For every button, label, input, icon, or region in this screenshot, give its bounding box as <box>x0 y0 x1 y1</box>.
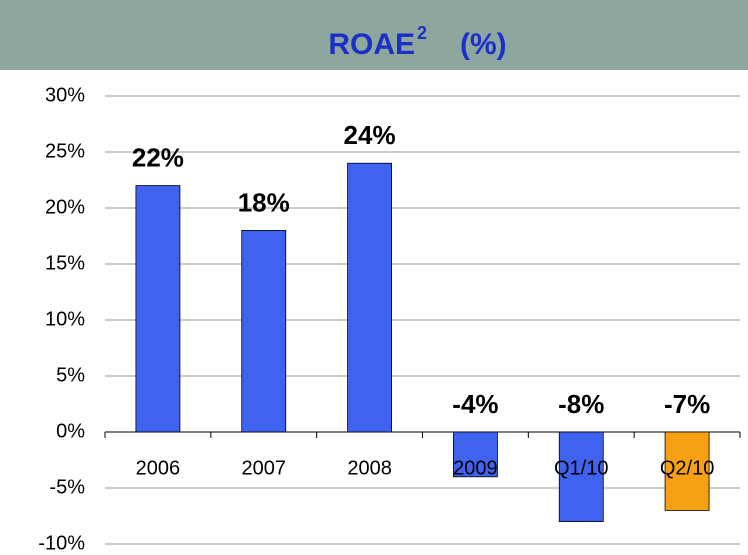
x-tick-label: Q2/10 <box>660 457 714 479</box>
value-label: -8% <box>558 389 604 419</box>
x-tick-label: 2006 <box>136 457 181 479</box>
value-label: 24% <box>344 120 396 150</box>
x-tick-label: 2007 <box>242 457 287 479</box>
bar <box>135 185 181 433</box>
x-tick-label: 2009 <box>453 457 498 479</box>
bar <box>347 162 392 433</box>
value-label: -7% <box>664 389 710 419</box>
y-tick-label: -10% <box>38 532 85 554</box>
y-tick-label: -5% <box>49 476 85 498</box>
y-tick-label: 25% <box>45 140 85 162</box>
y-tick-label: 5% <box>56 364 85 386</box>
value-label: 22% <box>132 142 184 172</box>
y-tick-label: 20% <box>45 196 85 218</box>
chart-title: ROAE <box>328 28 415 61</box>
bar <box>241 229 287 433</box>
y-tick-label: 15% <box>45 252 85 274</box>
bar <box>453 431 498 478</box>
title-superscript: 2 <box>417 23 427 43</box>
value-label: 18% <box>238 187 290 217</box>
bar <box>558 431 604 522</box>
bar <box>664 431 710 511</box>
title-unit: (%) <box>460 28 507 61</box>
y-tick-label: 10% <box>45 308 85 330</box>
x-tick-label: 2008 <box>347 457 392 479</box>
y-tick-label: 0% <box>56 420 85 442</box>
value-label: -4% <box>452 389 498 419</box>
x-tick-label: Q1/10 <box>554 457 608 479</box>
y-tick-label: 30% <box>45 84 85 106</box>
title-band <box>0 0 748 70</box>
